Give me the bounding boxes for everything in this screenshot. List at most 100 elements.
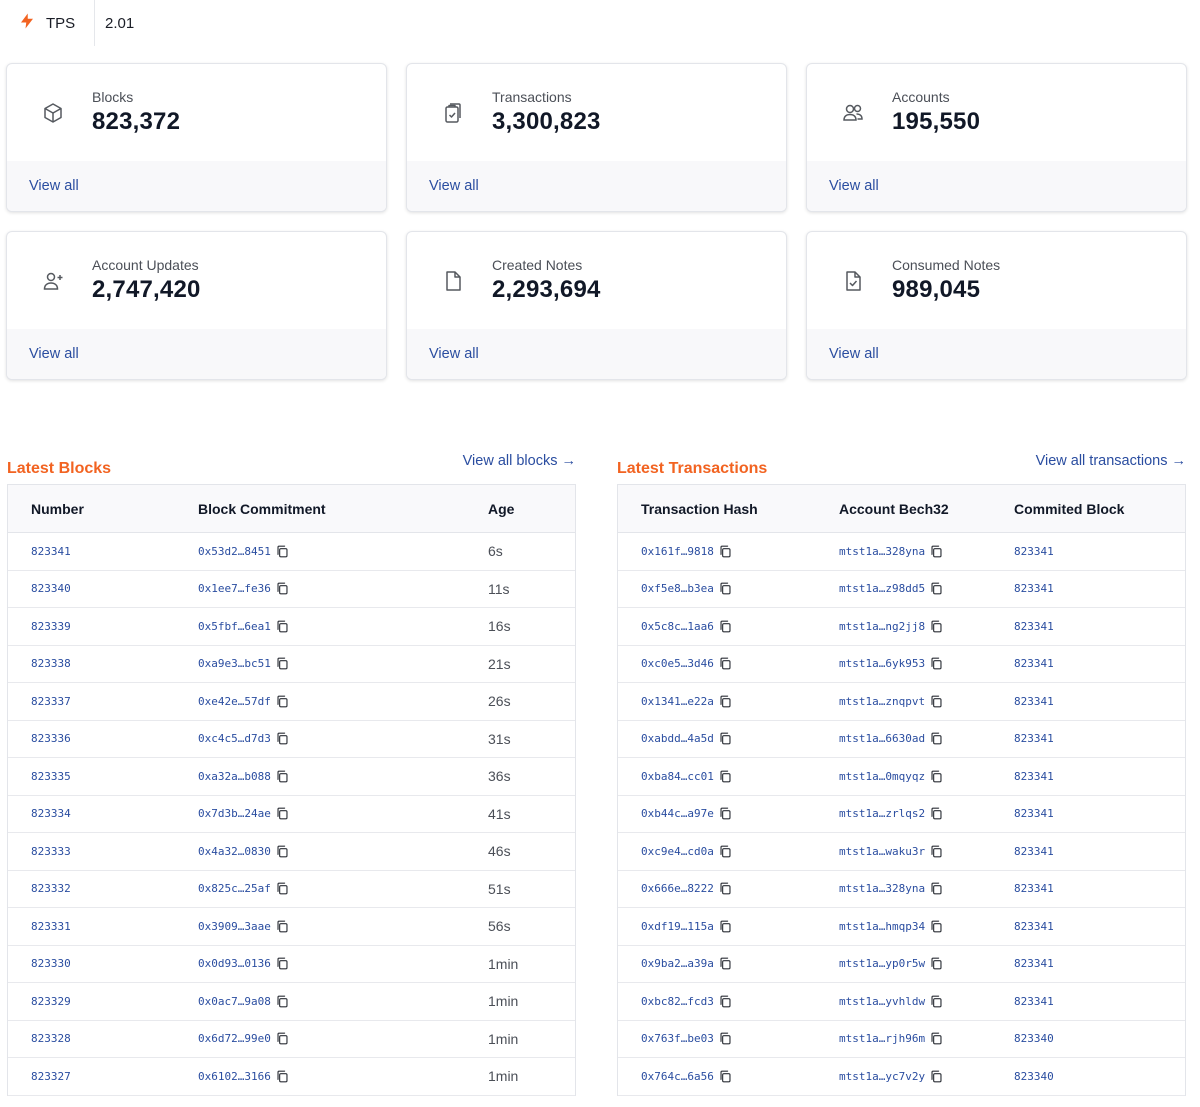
copy-icon[interactable] [276,807,289,820]
copy-icon[interactable] [719,807,732,820]
view-all-consumed-notes-link[interactable]: View all [829,346,879,362]
committed-block-link[interactable]: 823341 [1014,769,1054,783]
block-commitment-link[interactable]: 0x5fbf…6ea1 [198,619,271,633]
view-all-transactions-button[interactable]: View all transactions → [1035,453,1186,469]
block-number-link[interactable]: 823331 [31,919,71,933]
account-bech32-link[interactable]: mtst1a…328yna [839,544,926,558]
block-commitment-link[interactable]: 0xa9e3…bc51 [198,657,271,671]
account-bech32-link[interactable]: mtst1a…6630ad [839,732,926,746]
committed-block-link[interactable]: 823341 [1014,882,1054,896]
copy-icon[interactable] [930,920,943,933]
committed-block-link[interactable]: 823340 [1014,1032,1054,1046]
copy-icon[interactable] [719,695,732,708]
view-all-account-updates-link[interactable]: View all [29,346,79,362]
copy-icon[interactable] [276,1070,289,1083]
block-commitment-link[interactable]: 0x6102…3166 [198,1069,271,1083]
transaction-hash-link[interactable]: 0xb44c…a97e [641,807,714,821]
transaction-hash-link[interactable]: 0xc9e4…cd0a [641,844,714,858]
block-commitment-link[interactable]: 0xe42e…57df [198,694,271,708]
account-bech32-link[interactable]: mtst1a…yc7v2y [839,1069,926,1083]
copy-icon[interactable] [276,732,289,745]
block-number-link[interactable]: 823338 [31,657,71,671]
copy-icon[interactable] [276,695,289,708]
block-number-link[interactable]: 823335 [31,769,71,783]
block-number-link[interactable]: 823336 [31,732,71,746]
block-number-link[interactable]: 823340 [31,582,71,596]
copy-icon[interactable] [719,545,732,558]
copy-icon[interactable] [930,657,943,670]
committed-block-link[interactable]: 823341 [1014,582,1054,596]
block-commitment-link[interactable]: 0x7d3b…24ae [198,807,271,821]
committed-block-link[interactable]: 823341 [1014,657,1054,671]
copy-icon[interactable] [719,732,732,745]
account-bech32-link[interactable]: mtst1a…hmqp34 [839,919,926,933]
copy-icon[interactable] [276,995,289,1008]
block-number-link[interactable]: 823327 [31,1069,71,1083]
committed-block-link[interactable]: 823340 [1014,1069,1054,1083]
copy-icon[interactable] [930,695,943,708]
account-bech32-link[interactable]: mtst1a…yvhldw [839,994,926,1008]
copy-icon[interactable] [719,1032,732,1045]
view-all-blocks-link[interactable]: View all [29,178,79,194]
copy-icon[interactable] [930,1032,943,1045]
transaction-hash-link[interactable]: 0x666e…8222 [641,882,714,896]
copy-icon[interactable] [276,770,289,783]
block-commitment-link[interactable]: 0x1ee7…fe36 [198,582,271,596]
block-number-link[interactable]: 823329 [31,994,71,1008]
copy-icon[interactable] [930,1070,943,1083]
transaction-hash-link[interactable]: 0x9ba2…a39a [641,957,714,971]
committed-block-link[interactable]: 823341 [1014,694,1054,708]
copy-icon[interactable] [930,582,943,595]
copy-icon[interactable] [719,920,732,933]
transaction-hash-link[interactable]: 0xba84…cc01 [641,769,714,783]
committed-block-link[interactable]: 823341 [1014,957,1054,971]
copy-icon[interactable] [930,845,943,858]
block-commitment-link[interactable]: 0x4a32…0830 [198,844,271,858]
block-number-link[interactable]: 823334 [31,807,71,821]
transaction-hash-link[interactable]: 0xdf19…115a [641,919,714,933]
block-number-link[interactable]: 823332 [31,882,71,896]
copy-icon[interactable] [930,882,943,895]
view-all-transactions-link[interactable]: View all [429,178,479,194]
transaction-hash-link[interactable]: 0xf5e8…b3ea [641,582,714,596]
copy-icon[interactable] [276,657,289,670]
account-bech32-link[interactable]: mtst1a…z98dd5 [839,582,926,596]
committed-block-link[interactable]: 823341 [1014,919,1054,933]
view-all-blocks-button[interactable]: View all blocks → [462,453,576,469]
block-commitment-link[interactable]: 0xa32a…b088 [198,769,271,783]
transaction-hash-link[interactable]: 0x5c8c…1aa6 [641,619,714,633]
transaction-hash-link[interactable]: 0x161f…9818 [641,544,714,558]
transaction-hash-link[interactable]: 0x1341…e22a [641,694,714,708]
account-bech32-link[interactable]: mtst1a…0mqyqz [839,769,926,783]
account-bech32-link[interactable]: mtst1a…328yna [839,882,926,896]
copy-icon[interactable] [276,1032,289,1045]
committed-block-link[interactable]: 823341 [1014,619,1054,633]
copy-icon[interactable] [719,582,732,595]
block-commitment-link[interactable]: 0x3909…3aae [198,919,271,933]
committed-block-link[interactable]: 823341 [1014,732,1054,746]
committed-block-link[interactable]: 823341 [1014,807,1054,821]
copy-icon[interactable] [719,995,732,1008]
copy-icon[interactable] [719,770,732,783]
block-number-link[interactable]: 823339 [31,619,71,633]
account-bech32-link[interactable]: mtst1a…rjh96m [839,1032,926,1046]
account-bech32-link[interactable]: mtst1a…yp0r5w [839,957,926,971]
block-number-link[interactable]: 823341 [31,544,71,558]
block-commitment-link[interactable]: 0x0d93…0136 [198,957,271,971]
account-bech32-link[interactable]: mtst1a…6yk953 [839,657,926,671]
copy-icon[interactable] [930,995,943,1008]
transaction-hash-link[interactable]: 0xbc82…fcd3 [641,994,714,1008]
copy-icon[interactable] [930,770,943,783]
committed-block-link[interactable]: 823341 [1014,844,1054,858]
copy-icon[interactable] [719,1070,732,1083]
account-bech32-link[interactable]: mtst1a…waku3r [839,844,926,858]
copy-icon[interactable] [930,620,943,633]
block-commitment-link[interactable]: 0x53d2…8451 [198,544,271,558]
view-all-accounts-link[interactable]: View all [829,178,879,194]
copy-icon[interactable] [276,957,289,970]
block-number-link[interactable]: 823337 [31,694,71,708]
copy-icon[interactable] [930,957,943,970]
transaction-hash-link[interactable]: 0x763f…be03 [641,1032,714,1046]
transaction-hash-link[interactable]: 0x764c…6a56 [641,1069,714,1083]
copy-icon[interactable] [276,545,289,558]
